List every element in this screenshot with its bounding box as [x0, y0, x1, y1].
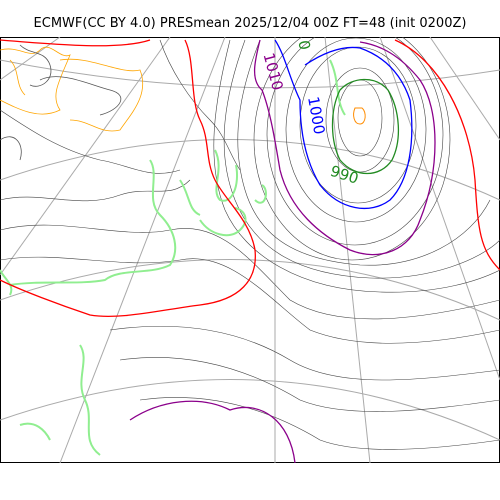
coastline	[19, 422, 51, 441]
isobar-line	[0, 224, 500, 320]
terrain-line	[0, 136, 22, 161]
isobar-low-center	[353, 107, 366, 125]
coastline	[254, 184, 267, 204]
terrain-line	[19, 44, 52, 87]
isobar-line	[109, 326, 500, 381]
isobar-line	[266, 37, 444, 246]
coastline	[329, 59, 346, 116]
isobar-label-top: 0	[294, 39, 313, 52]
coastline	[9, 159, 177, 286]
terrain-line	[9, 59, 26, 96]
isobar-line	[119, 357, 500, 412]
coastline	[79, 344, 101, 456]
terrain-line	[0, 46, 71, 115]
isobar-line	[253, 37, 451, 261]
terrain-contours	[0, 44, 144, 161]
coastline	[0, 269, 13, 296]
isobar-line	[299, 46, 417, 204]
isobar-line	[237, 39, 491, 266]
coastline	[214, 149, 238, 202]
isobar-line	[139, 397, 500, 450]
coastlines	[0, 59, 346, 456]
isobar-line	[325, 67, 395, 173]
terrain-line	[59, 58, 144, 132]
meridian-line	[324, 37, 371, 463]
meridian-line	[379, 37, 500, 381]
isobar-line	[213, 39, 500, 293]
isobar-line	[285, 37, 427, 223]
meridian-line	[59, 37, 226, 463]
isobar-1020	[0, 39, 500, 318]
isobar-line	[0, 179, 191, 202]
isobar-line	[159, 39, 241, 171]
isobar-1010	[129, 39, 436, 463]
map-border	[0, 37, 500, 463]
parallel-line	[0, 379, 500, 441]
parallel-line	[0, 139, 500, 201]
meridian-line	[429, 37, 500, 141]
pressure-map: 990 1000 1010 0	[0, 37, 500, 463]
isobar-1000	[274, 39, 413, 210]
coastline	[199, 207, 247, 237]
terrain-line	[39, 76, 122, 116]
coastline	[179, 179, 201, 216]
isobar-990	[331, 78, 400, 174]
isobar-line	[223, 39, 500, 279]
map-title: ECMWF(CC BY 4.0) PRESmean 2025/12/04 00Z…	[33, 16, 467, 31]
